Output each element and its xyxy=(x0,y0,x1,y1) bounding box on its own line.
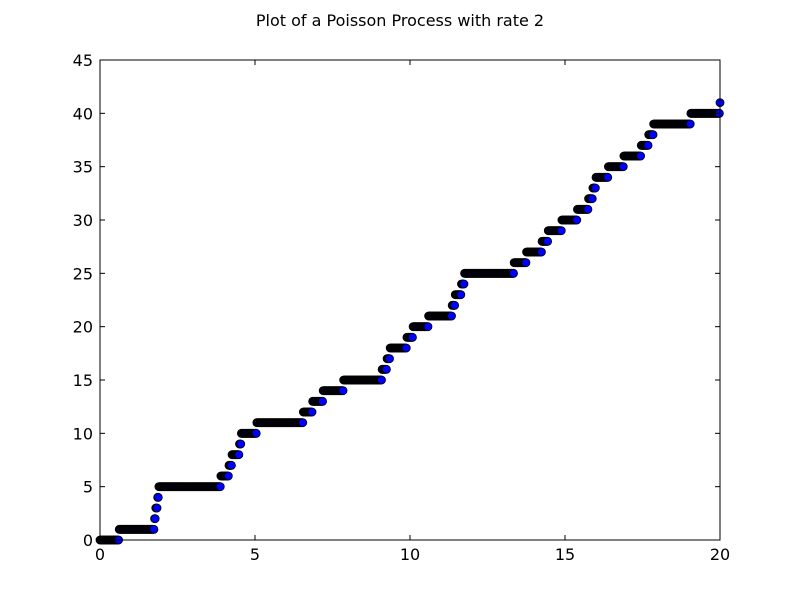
data-point xyxy=(215,482,225,492)
y-tick-label: 30 xyxy=(73,211,93,230)
data-point xyxy=(338,386,348,396)
y-axis: 0 5 10 15 20 25 30 35 40 45 xyxy=(73,51,720,550)
data-points xyxy=(95,98,725,545)
y-tick-label: 35 xyxy=(73,158,93,177)
y-tick-label: 10 xyxy=(73,424,93,443)
data-point xyxy=(149,524,159,534)
y-tick-label: 0 xyxy=(83,531,93,550)
y-tick-label: 25 xyxy=(73,264,93,283)
data-point xyxy=(643,140,653,150)
data-point xyxy=(236,439,246,449)
y-tick-label: 45 xyxy=(73,51,93,70)
data-point xyxy=(590,183,600,193)
data-point xyxy=(456,290,466,300)
data-point xyxy=(583,204,593,214)
x-tick-label: 15 xyxy=(555,545,575,564)
data-point xyxy=(298,418,308,428)
y-tick-label: 40 xyxy=(73,104,93,123)
x-tick-label: 20 xyxy=(710,545,730,564)
data-point xyxy=(318,396,327,406)
data-point xyxy=(423,322,433,332)
data-point xyxy=(509,268,518,278)
data-point xyxy=(385,354,394,364)
data-point xyxy=(307,407,317,417)
data-point xyxy=(447,311,456,321)
data-point xyxy=(636,151,646,161)
data-point xyxy=(459,279,469,289)
data-point xyxy=(685,119,695,129)
data-point xyxy=(152,503,162,513)
y-tick-label: 20 xyxy=(73,318,93,337)
data-point xyxy=(618,162,628,172)
x-axis: 0 5 10 15 20 xyxy=(95,60,730,564)
data-point xyxy=(251,428,261,438)
plot-area xyxy=(95,59,725,545)
data-point xyxy=(227,460,236,470)
axes-frame xyxy=(100,60,720,540)
data-point xyxy=(603,172,613,182)
data-point xyxy=(648,130,658,140)
data-point xyxy=(401,343,411,353)
data-point xyxy=(521,258,531,268)
x-tick-label: 10 xyxy=(400,545,420,564)
data-point xyxy=(382,364,391,374)
data-point xyxy=(223,471,233,481)
data-point xyxy=(543,236,553,246)
data-point xyxy=(537,247,546,257)
data-point xyxy=(587,194,597,204)
data-point xyxy=(450,300,460,310)
data-point xyxy=(408,332,417,342)
data-point xyxy=(572,215,582,225)
x-tick-label: 5 xyxy=(250,545,260,564)
data-point xyxy=(234,450,244,460)
y-tick-label: 15 xyxy=(73,371,93,390)
data-point xyxy=(556,226,566,236)
data-point xyxy=(377,375,386,385)
chart-title: Plot of a Poisson Process with rate 2 xyxy=(256,11,544,30)
data-point xyxy=(153,492,163,502)
data-point xyxy=(150,514,160,524)
x-tick-label: 0 xyxy=(95,545,105,564)
y-tick-label: 5 xyxy=(83,478,93,497)
